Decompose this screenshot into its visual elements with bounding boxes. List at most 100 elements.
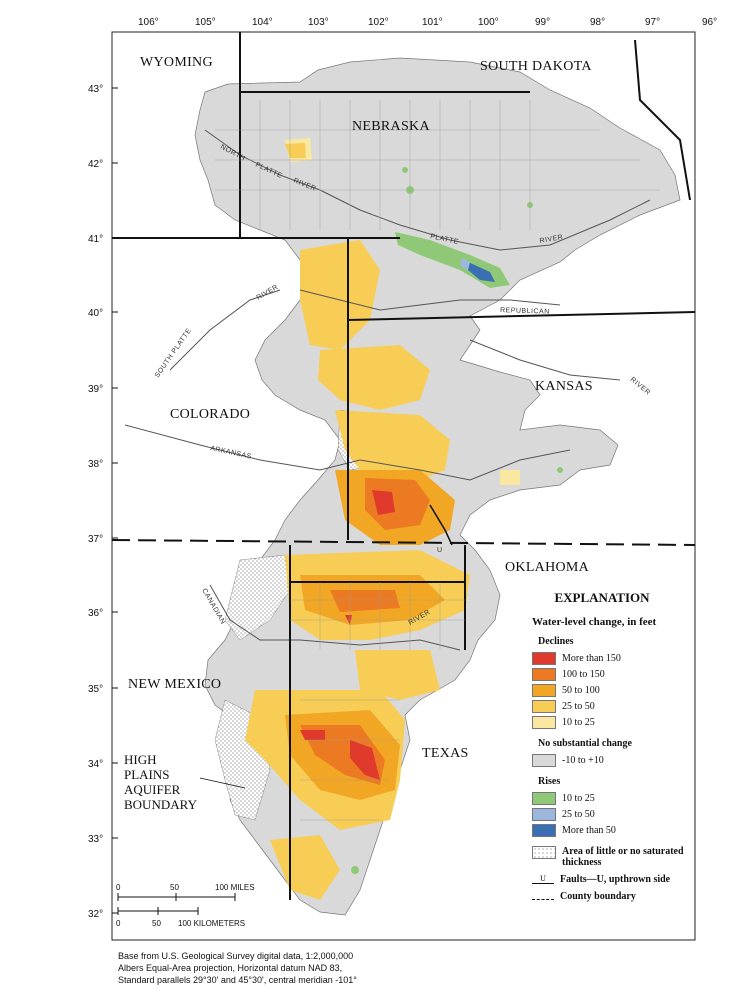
aquifer-boundary-label: HIGH PLAINS AQUIFER BOUNDARY <box>124 752 197 812</box>
scale-km-0: 0 <box>116 919 121 928</box>
scale-miles-0: 0 <box>116 883 121 892</box>
legend-label: 25 to 50 <box>562 808 595 820</box>
longitude-tick-label: 97° <box>645 17 660 28</box>
latitude-tick-label: 40° <box>88 308 103 319</box>
legend-swatch-dotted <box>532 846 556 859</box>
legend-swatch <box>532 651 556 665</box>
longitude-tick-label: 104° <box>252 17 273 28</box>
longitude-tick-label: 98° <box>590 17 605 28</box>
longitude-tick-label: 105° <box>195 17 216 28</box>
river-label: ARKANSAS <box>210 445 253 461</box>
credit-line: Standard parallels 29°30' and 45°30', ce… <box>118 975 357 985</box>
boundary-label-line: BOUNDARY <box>124 797 197 812</box>
legend-row: 10 to 25 <box>532 790 732 806</box>
legend-declines: More than 150 100 to 150 50 to 100 25 to 50… <box>532 650 732 730</box>
longitude-tick-label: 103° <box>308 17 329 28</box>
state-label-texas: TEXAS <box>422 746 469 761</box>
river-label: REPUBLICAN <box>500 307 550 316</box>
longitude-tick-label: 106° <box>138 17 159 28</box>
legend-label: County boundary <box>560 891 636 902</box>
legend-label: Faults—U, upthrown side <box>560 874 671 885</box>
credit-line: Albers Equal-Area projection, Horizontal… <box>118 963 343 973</box>
latitude-tick-label: 34° <box>88 759 103 770</box>
latitude-tick-label: 43° <box>88 84 103 95</box>
fault-symbol: U <box>532 875 554 884</box>
fault-line <box>429 504 453 546</box>
credit-line: Base from U.S. Geological Survey digital… <box>118 951 354 961</box>
county-grid <box>215 100 660 821</box>
latitude-tick-label: 39° <box>88 384 103 395</box>
fault-marker: U <box>437 547 443 554</box>
legend-label: 50 to 100 <box>562 684 600 696</box>
legend-no-change-heading: No substantial change <box>538 738 632 749</box>
latitude-tick-label: 37° <box>88 534 103 545</box>
map-frame <box>111 31 696 941</box>
latitude-ticks: 43° 42° 41° 40° 39° 38° 37° 36° 35° 34° 33° 32° <box>88 84 118 920</box>
legend-swatch <box>532 667 556 681</box>
legend-label: 10 to 25 <box>562 792 595 804</box>
river-label: RIVER <box>539 234 564 245</box>
source-credit: Base from U.S. Geological Survey digital… <box>118 950 357 986</box>
legend: EXPLANATION Water-level change, in feet … <box>532 590 732 902</box>
scale-miles-100: 100 MILES <box>215 883 255 892</box>
legend-label: 10 to 25 <box>562 716 595 728</box>
legend-row: 25 to 50 <box>532 698 732 714</box>
latitude-tick-label: 38° <box>88 459 103 470</box>
scale-km-50: 50 <box>152 919 161 928</box>
legend-label: More than 50 <box>562 824 616 836</box>
boundary-label-line: PLAINS <box>124 767 170 782</box>
legend-row: -10 to +10 <box>532 752 732 768</box>
legend-row: 10 to 25 <box>532 714 732 730</box>
legend-swatch <box>532 683 556 697</box>
state-label-wyoming: WYOMING <box>140 55 213 70</box>
legend-swatch <box>532 791 556 805</box>
legend-swatch <box>532 823 556 837</box>
legend-label: 25 to 50 <box>562 700 595 712</box>
legend-swatch <box>532 807 556 821</box>
state-boundaries <box>111 32 696 900</box>
legend-swatch <box>532 753 556 767</box>
legend-rises-heading: Rises <box>538 776 561 787</box>
longitude-tick-label: 102° <box>368 17 389 28</box>
legend-swatch <box>532 699 556 713</box>
legend-rises: 10 to 25 25 to 50 More than 50 <box>532 790 732 838</box>
boundary-pointer <box>199 777 246 789</box>
legend-subtitle: Water-level change, in feet <box>532 616 657 628</box>
longitude-tick-label: 96° <box>702 17 717 28</box>
legend-row: County boundary <box>532 891 732 902</box>
state-label-colorado: COLORADO <box>170 407 250 422</box>
legend-label: Area of little or no saturated thickness <box>562 846 684 868</box>
legend-swatch <box>532 715 556 729</box>
longitude-ticks: 106° 105° 104° 103° 102° 101° 100° 99° 98° 97° 96° <box>138 17 717 28</box>
legend-label: -10 to +10 <box>562 754 604 766</box>
latitude-tick-label: 41° <box>88 234 103 245</box>
state-label-new-mexico: NEW MEXICO <box>128 677 221 692</box>
state-label-kansas: KANSAS <box>535 379 593 394</box>
legend-label: More than 150 <box>562 652 621 664</box>
legend-declines-heading: Declines <box>538 636 574 647</box>
river-label: RIVER <box>256 284 280 302</box>
rivers <box>124 129 651 651</box>
latitude-tick-label: 42° <box>88 159 103 170</box>
scale-km-100: 100 KILOMETERS <box>178 919 245 928</box>
legend-label: 100 to 150 <box>562 668 605 680</box>
legend-title: EXPLANATION <box>554 590 650 605</box>
state-label-nebraska: NEBRASKA <box>352 119 430 134</box>
legend-row: 25 to 50 <box>532 806 732 822</box>
state-label-oklahoma: OKLAHOMA <box>505 560 590 575</box>
latitude-tick-label: 35° <box>88 684 103 695</box>
legend-row: 100 to 150 <box>532 666 732 682</box>
boundary-label-line: AQUIFER <box>124 782 181 797</box>
longitude-tick-label: 100° <box>478 17 499 28</box>
scale-miles-50: 50 <box>170 883 179 892</box>
county-symbol <box>532 893 554 900</box>
boundary-label-line: HIGH <box>124 752 157 767</box>
latitude-tick-label: 33° <box>88 834 103 845</box>
legend-row: More than 150 <box>532 650 732 666</box>
legend-row: U Faults—U, upthrown side <box>532 874 732 885</box>
river-label: RIVER <box>629 376 652 397</box>
latitude-tick-label: 32° <box>88 909 103 920</box>
state-label-south-dakota: SOUTH DAKOTA <box>480 59 592 74</box>
latitude-tick-label: 36° <box>88 608 103 619</box>
